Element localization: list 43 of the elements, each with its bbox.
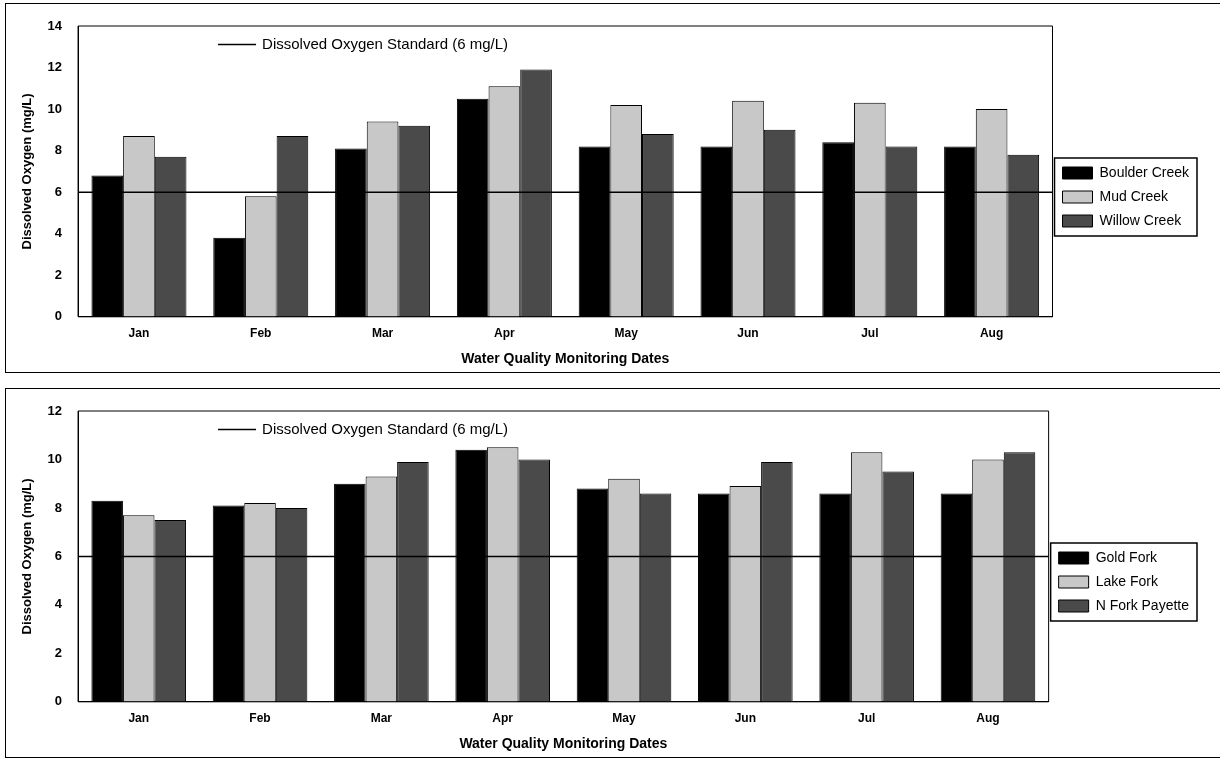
x-tick-label: Apr <box>494 326 516 341</box>
y-axis-title: Dissolved Oxygen (mg/L) <box>19 93 35 250</box>
legend-label: Dissolved Oxygen Standard (6 mg/L) <box>262 34 509 52</box>
x-tick-label: May <box>612 711 637 726</box>
legend-label: Lake Fork <box>1095 572 1159 589</box>
y-tick-label: 4 <box>54 225 63 241</box>
y-tick-label: 4 <box>54 596 63 612</box>
legend-label: N Fork Payette <box>1095 596 1190 613</box>
legend-label: Gold Fork <box>1095 548 1159 565</box>
x-tick-label: Aug <box>979 326 1004 341</box>
x-tick-label: Jul <box>861 326 879 341</box>
x-tick-label: Jan <box>128 711 150 726</box>
legend-label: Boulder Creek <box>1099 163 1190 180</box>
x-tick-label: Feb <box>250 326 272 341</box>
y-tick-label: 0 <box>54 308 63 324</box>
x-tick-label: Mar <box>370 711 393 726</box>
legend-label: Mud Creek <box>1099 187 1169 204</box>
y-tick-label: 12 <box>47 59 63 75</box>
x-axis-title: Water Quality Monitoring Dates <box>461 350 670 367</box>
x-tick-label: Apr <box>492 711 514 726</box>
y-tick-label: 12 <box>47 402 63 418</box>
y-tick-label: 2 <box>54 644 63 660</box>
y-tick-label: 6 <box>54 183 63 199</box>
x-tick-label: Jan <box>128 326 150 341</box>
legend-label: Dissolved Oxygen Standard (6 mg/L) <box>262 419 509 437</box>
y-tick-label: 6 <box>54 547 63 563</box>
x-tick-label: May <box>614 326 639 341</box>
y-tick-label: 0 <box>54 693 63 709</box>
y-axis-title: Dissolved Oxygen (mg/L) <box>19 478 35 635</box>
y-tick-label: 2 <box>54 266 63 282</box>
x-tick-label: Feb <box>249 711 271 726</box>
y-tick-label: 14 <box>47 17 63 33</box>
y-tick-label: 8 <box>54 499 63 515</box>
x-tick-label: Mar <box>371 326 394 341</box>
y-tick-label: 10 <box>47 451 63 467</box>
x-tick-label: Jun <box>734 711 756 726</box>
x-tick-label: Aug <box>976 711 1000 726</box>
y-tick-label: 10 <box>47 100 63 116</box>
x-axis-title: Water Quality Monitoring Dates <box>459 735 668 752</box>
y-tick-label: 8 <box>54 142 63 158</box>
x-tick-label: Jul <box>857 711 876 726</box>
x-tick-label: Jun <box>737 326 759 341</box>
legend-label: Willow Creek <box>1099 211 1183 228</box>
